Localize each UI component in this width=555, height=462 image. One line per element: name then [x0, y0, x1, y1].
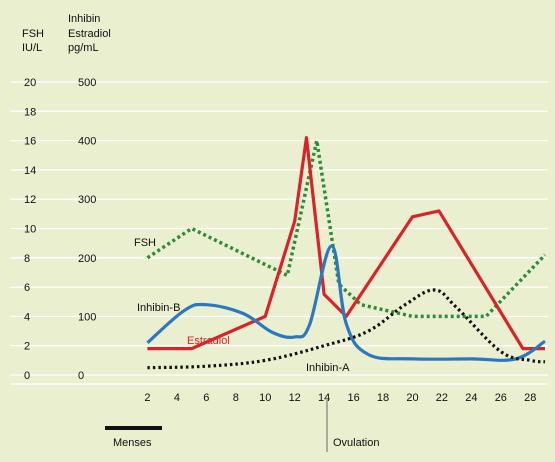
x-tick-label: 20 — [406, 392, 418, 404]
x-tick-label: 14 — [318, 392, 330, 404]
menses-bar — [105, 426, 162, 430]
grid — [10, 81, 548, 376]
y-pg-tick-label: 100 — [78, 311, 96, 323]
fsh-axis-title-line1: FSH — [22, 28, 44, 40]
ovulation-label: Ovulation — [333, 437, 379, 449]
y-fsh-tick-label: 10 — [24, 224, 36, 236]
y-fsh-tick-label: 20 — [24, 77, 36, 89]
y-fsh-tick-label: 18 — [24, 106, 36, 118]
series-label-estradiol: Estradiol — [187, 335, 230, 347]
y-fsh-tick-label: 2 — [24, 341, 30, 353]
y-pg-tick-label: 200 — [78, 253, 96, 265]
y-pg-tick-label: 0 — [78, 370, 84, 382]
x-tick-label: 8 — [233, 392, 239, 404]
y-pg-tick-label: 400 — [78, 136, 96, 148]
series-label-inhibin-a: Inhibin-A — [306, 362, 350, 374]
y-fsh-tick-label: 4 — [24, 311, 30, 323]
x-tick-label: 10 — [259, 392, 271, 404]
y-fsh-tick-label: 12 — [24, 194, 36, 206]
right-axis-title-line3: pg/mL — [68, 42, 99, 54]
y-fsh-tick-label: 6 — [24, 282, 30, 294]
series-group — [146, 136, 547, 370]
x-tick-label: 12 — [289, 392, 301, 404]
x-tick-label: 2 — [144, 392, 150, 404]
y-pg-tick-label: 300 — [78, 194, 96, 206]
x-tick-label: 6 — [203, 392, 209, 404]
menses-label: Menses — [113, 437, 152, 449]
y-pg-tick-label: 500 — [78, 77, 96, 89]
x-tick-label: 18 — [377, 392, 389, 404]
series-labels: FSH Estradiol Inhibin-B Inhibin-A — [134, 237, 350, 374]
y-fsh-tick-label: 8 — [24, 253, 30, 265]
x-tick-label: 24 — [465, 392, 477, 404]
x-tick-label: 16 — [347, 392, 359, 404]
right-axis-title-line2: Estradiol — [68, 28, 111, 40]
series-line-inhibin-a — [147, 288, 546, 370]
x-axis: 2 4 6 8 10 12 14 16 18 20 22 24 26 28 — [10, 383, 548, 404]
y-fsh-tick-label: 0 — [24, 370, 30, 382]
series-label-fsh: FSH — [134, 237, 156, 249]
series-label-inhibin-b: Inhibin-B — [137, 302, 180, 314]
series-line-inhibin-b — [146, 244, 546, 362]
series-line-estradiol — [147, 136, 545, 351]
x-tick-label: 22 — [436, 392, 448, 404]
x-tick-label: 26 — [495, 392, 507, 404]
x-tick-label: 28 — [524, 392, 536, 404]
fsh-axis-title-line2: IU/L — [22, 42, 42, 54]
y-fsh-tick-label: 14 — [24, 165, 36, 177]
y-fsh-tick-label: 16 — [24, 136, 36, 148]
x-tick-label: 4 — [174, 392, 180, 404]
right-axis-title-line1: Inhibin — [68, 13, 100, 25]
